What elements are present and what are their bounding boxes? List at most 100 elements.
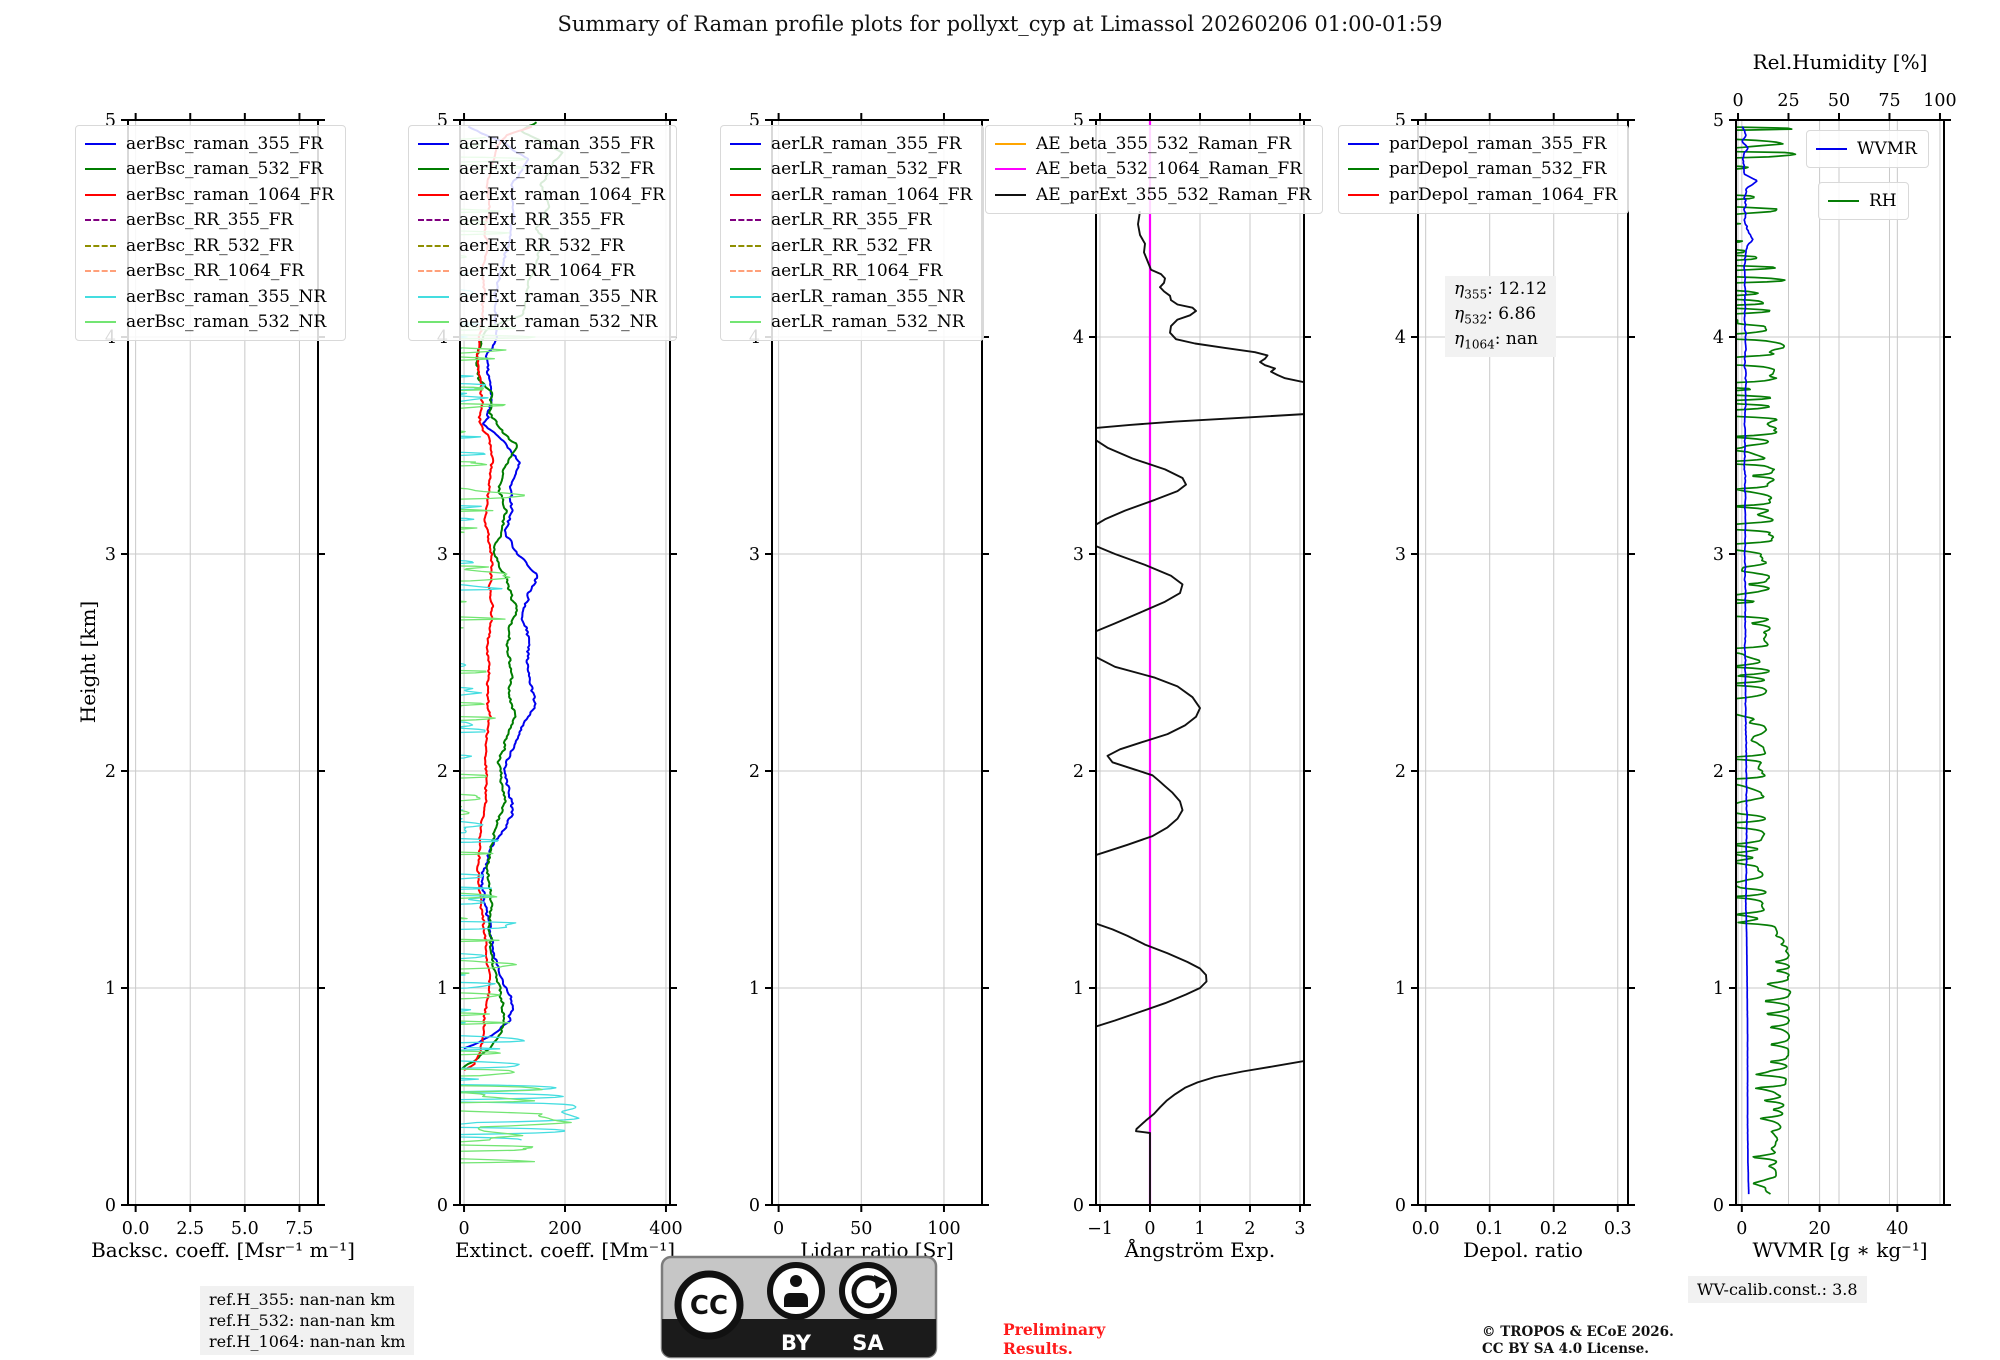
series-AE_parExt_355_532_Raman_FR [1096, 545, 1184, 633]
legend-item: WVMR [1816, 136, 1917, 162]
top-tick-label: 50 [1828, 91, 1850, 111]
legend-item-label: aerBsc_RR_532_FR [126, 235, 294, 256]
legend-item: aerLR_raman_532_NR [730, 310, 972, 336]
legend-item: aerExt_raman_532_FR [418, 157, 665, 183]
legend-swatch-line [418, 219, 449, 222]
y-tick-label: 0 [437, 1196, 448, 1216]
y-tick-label: 0 [1073, 1196, 1084, 1216]
legend-item: aerExt_raman_355_FR [418, 131, 665, 157]
series-AE_parExt_355_532_Raman_FR [1137, 210, 1304, 384]
legend-swatch-line [418, 321, 449, 324]
legend-swatch-line [730, 168, 761, 171]
legend-item: aerExt_RR_355_FR [418, 208, 665, 234]
legend-item-label: WVMR [1857, 138, 1917, 159]
x-tick-label: 1 [1194, 1219, 1205, 1239]
legend-item-label: aerBsc_raman_355_FR [126, 133, 324, 154]
x-tick-label: 200 [548, 1219, 581, 1239]
y-tick-label: 4 [1713, 328, 1724, 348]
x-axis-label-depol: Depol. ratio [1463, 1238, 1583, 1262]
x-tick-label: 20 [1808, 1219, 1830, 1239]
series-group-3 [1096, 120, 1304, 1205]
legend-item-label: aerBsc_raman_355_NR [126, 286, 327, 307]
legend-item-label: aerExt_RR_1064_FR [459, 261, 636, 282]
legend-item-label: parDepol_raman_355_FR [1389, 133, 1607, 154]
x-tick-label: 5.0 [231, 1219, 259, 1239]
legend-item-label: AE_beta_532_1064_Raman_FR [1036, 159, 1302, 180]
x-tick-label: 0.1 [1476, 1219, 1504, 1239]
x-axis-label-backscatter: Backsc. coeff. [Msr⁻¹ m⁻¹] [91, 1238, 355, 1262]
legend-item-label: aerExt_RR_532_FR [459, 235, 625, 256]
x-tick-label: 50 [850, 1219, 872, 1239]
top-tick-label: 100 [1923, 91, 1956, 111]
legend-item: aerBsc_raman_532_NR [85, 310, 334, 336]
y-tick-label: 4 [1395, 328, 1406, 348]
y-tick-label: 0 [1395, 1196, 1406, 1216]
x-tick-label: 0 [458, 1219, 469, 1239]
legend-swatch-line [85, 193, 116, 196]
legend-item: aerExt_RR_1064_FR [418, 259, 665, 285]
legend-item-label: aerLR_RR_1064_FR [771, 261, 943, 282]
legend-item: AE_parExt_355_532_Raman_FR [995, 182, 1311, 208]
eta-1064-line: η1064: nan [1454, 329, 1538, 352]
legend-item: aerExt_raman_355_NR [418, 284, 665, 310]
legend-item: aerBsc_raman_532_FR [85, 157, 334, 183]
y-tick-label: 3 [1073, 545, 1084, 565]
y-tick-label: 1 [105, 979, 116, 999]
y-axis-label: Height [km] [76, 600, 100, 724]
legend-item: AE_beta_355_532_Raman_FR [995, 131, 1311, 157]
series-AE_parExt_355_532_Raman_FR [1096, 655, 1201, 856]
legend-item: RH [1828, 188, 1897, 214]
legend-swatch-line [1828, 199, 1859, 202]
series-WVMR [1741, 126, 1758, 1195]
y-tick-label: 5 [437, 111, 448, 131]
legend-item: aerBsc_raman_1064_FR [85, 182, 334, 208]
legend-item-label: aerLR_raman_355_FR [771, 133, 962, 154]
x-tick-label: 0 [1736, 1219, 1747, 1239]
x-tick-label: 100 [927, 1219, 960, 1239]
cc-by-sa-badge: CC BY SA [660, 1255, 938, 1359]
legend-swatch-line [418, 270, 449, 273]
y-tick-label: 1 [1713, 979, 1724, 999]
y-tick-label: 2 [1395, 762, 1406, 782]
series-AE_parExt_355_532_Raman_FR [1135, 1060, 1304, 1205]
legend-swatch-line [730, 321, 761, 324]
legend-item-label: aerExt_raman_355_FR [459, 133, 655, 154]
x-tick-label: 0.3 [1604, 1219, 1632, 1239]
legend-item-label: aerLR_raman_532_NR [771, 312, 965, 333]
y-tick-label: 3 [1395, 545, 1406, 565]
y-tick-label: 5 [1713, 111, 1724, 131]
legend-item: parDepol_raman_532_FR [1348, 157, 1617, 183]
legend-item-label: aerLR_RR_532_FR [771, 235, 932, 256]
legend-swatch-line [418, 142, 449, 145]
y-tick-label: 5 [1073, 111, 1084, 131]
legend-item: aerBsc_RR_355_FR [85, 208, 334, 234]
top-tick-label: 0 [1732, 91, 1743, 111]
y-tick-label: 1 [1395, 979, 1406, 999]
x-tick-label: 0.0 [1412, 1219, 1440, 1239]
legend-item-label: aerBsc_RR_355_FR [126, 210, 294, 231]
legend-rh: RH [1818, 182, 1909, 220]
legend-item-label: aerExt_raman_532_NR [459, 312, 658, 333]
x-tick-label: 0 [1144, 1219, 1155, 1239]
top-tick-label: 25 [1777, 91, 1799, 111]
ref-height-1064: ref.H_1064: nan-nan km [209, 1332, 406, 1351]
share-alike-arrow-icon [839, 1262, 897, 1320]
y-tick-label: 2 [749, 762, 760, 782]
y-tick-label: 3 [105, 545, 116, 565]
x-axis-label-wvmr: WVMR [g ∗ kg⁻¹] [1752, 1238, 1928, 1262]
legend-item: aerExt_raman_1064_FR [418, 182, 665, 208]
legend-swatch-line [1348, 193, 1379, 196]
y-tick-label: 2 [105, 762, 116, 782]
svg-text:SA: SA [852, 1331, 884, 1355]
series-AE_parExt_355_532_Raman_FR [1096, 922, 1208, 1028]
legend-swatch-line [730, 270, 761, 273]
x-axis-label-angstrom: Ångström Exp. [1124, 1238, 1276, 1262]
y-tick-label: 4 [1073, 328, 1084, 348]
reference-heights-box: ref.H_355: nan-nan km ref.H_532: nan-nan… [200, 1286, 415, 1355]
y-tick-label: 1 [749, 979, 760, 999]
legend-item: aerLR_RR_355_FR [730, 208, 972, 234]
x-tick-label: 3 [1294, 1219, 1305, 1239]
